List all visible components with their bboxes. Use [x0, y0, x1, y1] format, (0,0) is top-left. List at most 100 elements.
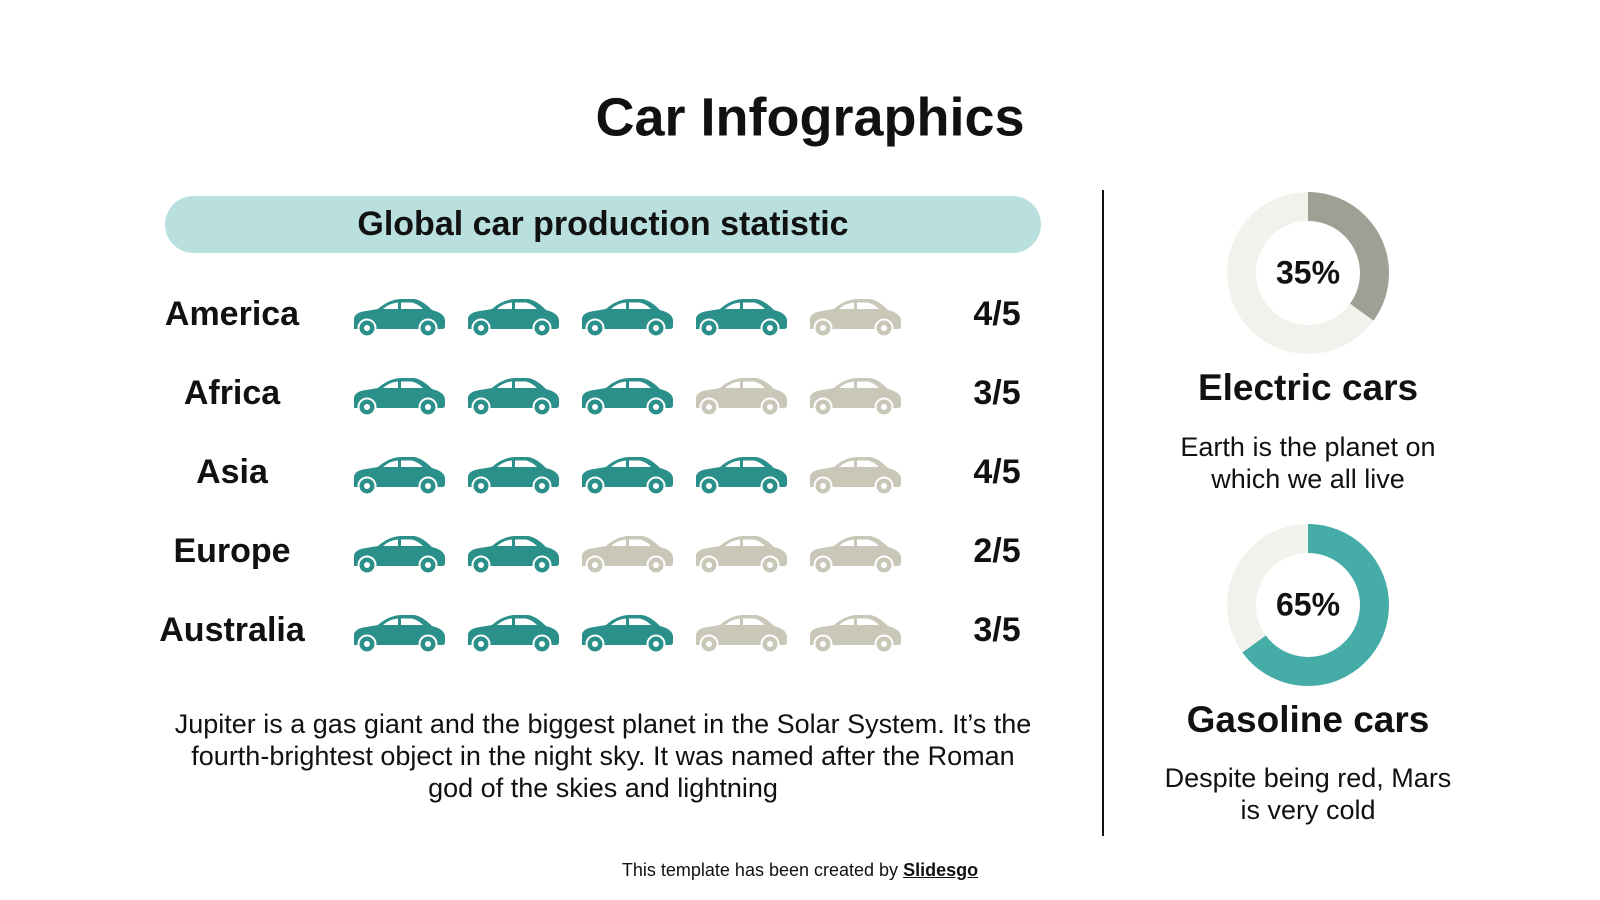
car-window: [611, 302, 626, 309]
header-pill: [165, 196, 1041, 253]
car-hub: [364, 562, 370, 568]
donut-description: Earth is the planet on which we all live: [1180, 432, 1436, 494]
footer-text: This template has been created by: [621, 860, 899, 880]
car-hub: [539, 325, 545, 331]
donut-description: Despite being red, Mars is very cold: [1164, 763, 1452, 825]
car-hub: [592, 325, 598, 331]
car-window: [611, 539, 626, 546]
car-hub: [425, 641, 431, 647]
car-hub: [478, 483, 484, 489]
car-icon: [696, 536, 787, 575]
car-hub: [364, 404, 370, 410]
car-hub: [767, 404, 773, 410]
car-hub: [425, 483, 431, 489]
value-label: 3/5: [973, 374, 1020, 412]
car-window: [857, 302, 879, 309]
car-icon: [696, 457, 787, 496]
donut-arc: [1227, 524, 1389, 686]
car-window: [725, 381, 740, 388]
car-hub: [653, 404, 659, 410]
car-hub: [425, 562, 431, 568]
car-window: [839, 302, 854, 309]
car-hub: [881, 404, 887, 410]
car-window: [401, 539, 423, 546]
car-icon: [354, 299, 445, 338]
donut-label: 35%: [1276, 254, 1340, 290]
description: Jupiter is a gas giant and the biggest p…: [174, 709, 1032, 803]
car-icon: [354, 615, 445, 654]
row-label: Asia: [196, 453, 269, 491]
car-window: [743, 460, 765, 467]
value-label: 4/5: [973, 453, 1020, 491]
donut-arc: [1227, 192, 1389, 354]
car-window: [497, 381, 512, 388]
car-window: [629, 381, 651, 388]
car-hub: [592, 404, 598, 410]
car-hub: [539, 483, 545, 489]
car-hub: [425, 325, 431, 331]
car-hub: [820, 641, 826, 647]
car-window: [629, 460, 651, 467]
car-icon: [696, 615, 787, 654]
row-label: Australia: [159, 611, 306, 649]
car-window: [725, 302, 740, 309]
car-window: [629, 302, 651, 309]
row-label: Africa: [184, 374, 281, 412]
car-icon: [582, 536, 673, 575]
car-window: [839, 618, 854, 625]
car-hub: [767, 483, 773, 489]
car-window: [629, 618, 651, 625]
row-label: America: [165, 295, 300, 333]
car-hub: [881, 641, 887, 647]
car-hub: [706, 483, 712, 489]
value-label: 3/5: [973, 611, 1020, 649]
value-label: 2/5: [973, 532, 1020, 570]
car-window: [743, 302, 765, 309]
car-icon: [354, 536, 445, 575]
car-icon: [810, 536, 901, 575]
car-window: [515, 618, 537, 625]
car-icon: [582, 299, 673, 338]
car-hub: [653, 562, 659, 568]
slide-title: Car Infographics: [595, 87, 1024, 147]
car-window: [611, 381, 626, 388]
car-window: [743, 381, 765, 388]
donut-title: Electric cars: [1198, 367, 1418, 408]
car-hub: [820, 325, 826, 331]
car-icon: [468, 299, 559, 338]
car-icon: [468, 378, 559, 417]
car-hub: [592, 641, 598, 647]
car-hub: [539, 641, 545, 647]
car-icon: [582, 378, 673, 417]
footer-link[interactable]: Slidesgo: [903, 860, 979, 880]
car-icon: [810, 299, 901, 338]
car-window: [497, 460, 512, 467]
car-icon: [810, 457, 901, 496]
car-hub: [820, 404, 826, 410]
car-window: [725, 460, 740, 467]
car-hub: [478, 562, 484, 568]
car-icon: [582, 615, 673, 654]
car-hub: [820, 562, 826, 568]
car-window: [515, 381, 537, 388]
car-window: [401, 460, 423, 467]
car-window: [629, 539, 651, 546]
car-hub: [425, 404, 431, 410]
car-hub: [364, 641, 370, 647]
footer: This template has been created by Slides…: [400, 860, 1200, 881]
car-window: [743, 539, 765, 546]
car-hub: [767, 562, 773, 568]
car-icon: [468, 615, 559, 654]
car-window: [857, 381, 879, 388]
car-icon: [696, 299, 787, 338]
chart-title: Global car production statistic: [357, 205, 848, 243]
car-icon: [696, 378, 787, 417]
car-hub: [539, 562, 545, 568]
car-window: [839, 381, 854, 388]
car-hub: [706, 404, 712, 410]
car-hub: [706, 562, 712, 568]
car-window: [839, 539, 854, 546]
car-window: [515, 302, 537, 309]
